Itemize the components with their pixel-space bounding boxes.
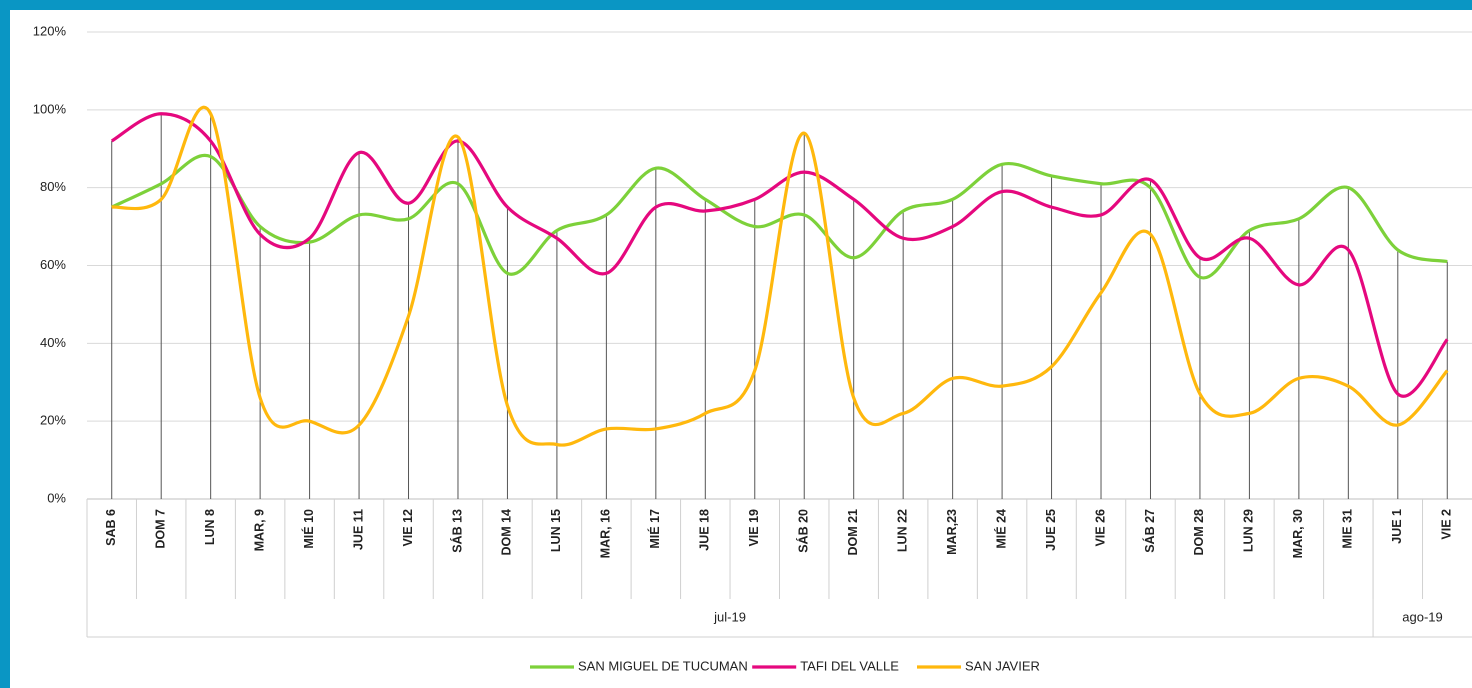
series-line [111,105,1449,447]
x-tick-label: LUN 8 [203,509,217,545]
x-tick-label: SÁB 27 [1142,509,1157,553]
x-tick-label: JUE 18 [698,509,712,551]
x-tick-label: DOM 7 [153,509,167,549]
x-tick-label: LUN 15 [549,509,563,552]
series-line [111,153,1448,280]
chart: 0% 20% 40% 60% 80% 100% 120% SAB 6 DOM 7 LUN 8 MAR… [33,23,1472,673]
y-tick-label: 80% [40,179,66,194]
x-tick-label: MAR, 30 [1291,509,1305,558]
x-tick-label: MIÉ 10 [301,509,316,549]
x-tick-label: DOM 14 [500,509,514,556]
x-tick-label: MIE 31 [1341,509,1355,549]
x-tick-label: JUE 25 [1044,509,1058,551]
frame: 0% 20% 40% 60% 80% 100% 120% SAB 6 DOM 7 LUN 8 MAR… [10,10,1472,688]
x-tick-label: VIE 2 [1440,509,1454,540]
x-tick-label: SAB 6 [104,509,118,546]
x-tick-label: VIE 26 [1093,509,1107,547]
x-tick-label: SÁB 20 [796,509,811,553]
y-tick-label: 120% [33,23,67,38]
x-tick-label: MAR, 16 [599,509,613,558]
group-label: jul-19 [713,609,746,624]
y-tick-label: 60% [40,257,66,272]
group-label: ago-19 [1402,609,1442,624]
x-tick-label: DOM 28 [1192,509,1206,556]
legend-label: SAN MIGUEL DE TUCUMAN [578,658,748,673]
y-tick-label: 20% [40,413,66,428]
x-tick-label: VIE 19 [747,509,761,547]
y-tick-label: 0% [47,490,66,505]
y-tick-label: 100% [33,101,67,116]
x-tick-label: VIE 12 [401,509,415,547]
x-tick-label: DOM 21 [846,509,860,556]
y-tick-label: 40% [40,335,66,350]
x-tick-label: SÁB 13 [449,509,464,553]
x-tick-label: JUE 11 [351,509,365,550]
x-tick-label: MAR, 9 [252,509,266,551]
x-tick-label: LUN 22 [895,509,909,552]
x-tick-label: MIÉ 17 [647,509,662,549]
series-line [110,112,1449,398]
x-tick-label: MIÉ 24 [993,509,1008,549]
x-tick-label: JUE 1 [1390,509,1404,544]
x-tick-label: LUN 29 [1242,509,1256,552]
legend-label: SAN JAVIER [965,658,1040,673]
x-tick-label: MAR,23 [945,509,959,555]
legend-label: TAFI DEL VALLE [800,658,899,673]
